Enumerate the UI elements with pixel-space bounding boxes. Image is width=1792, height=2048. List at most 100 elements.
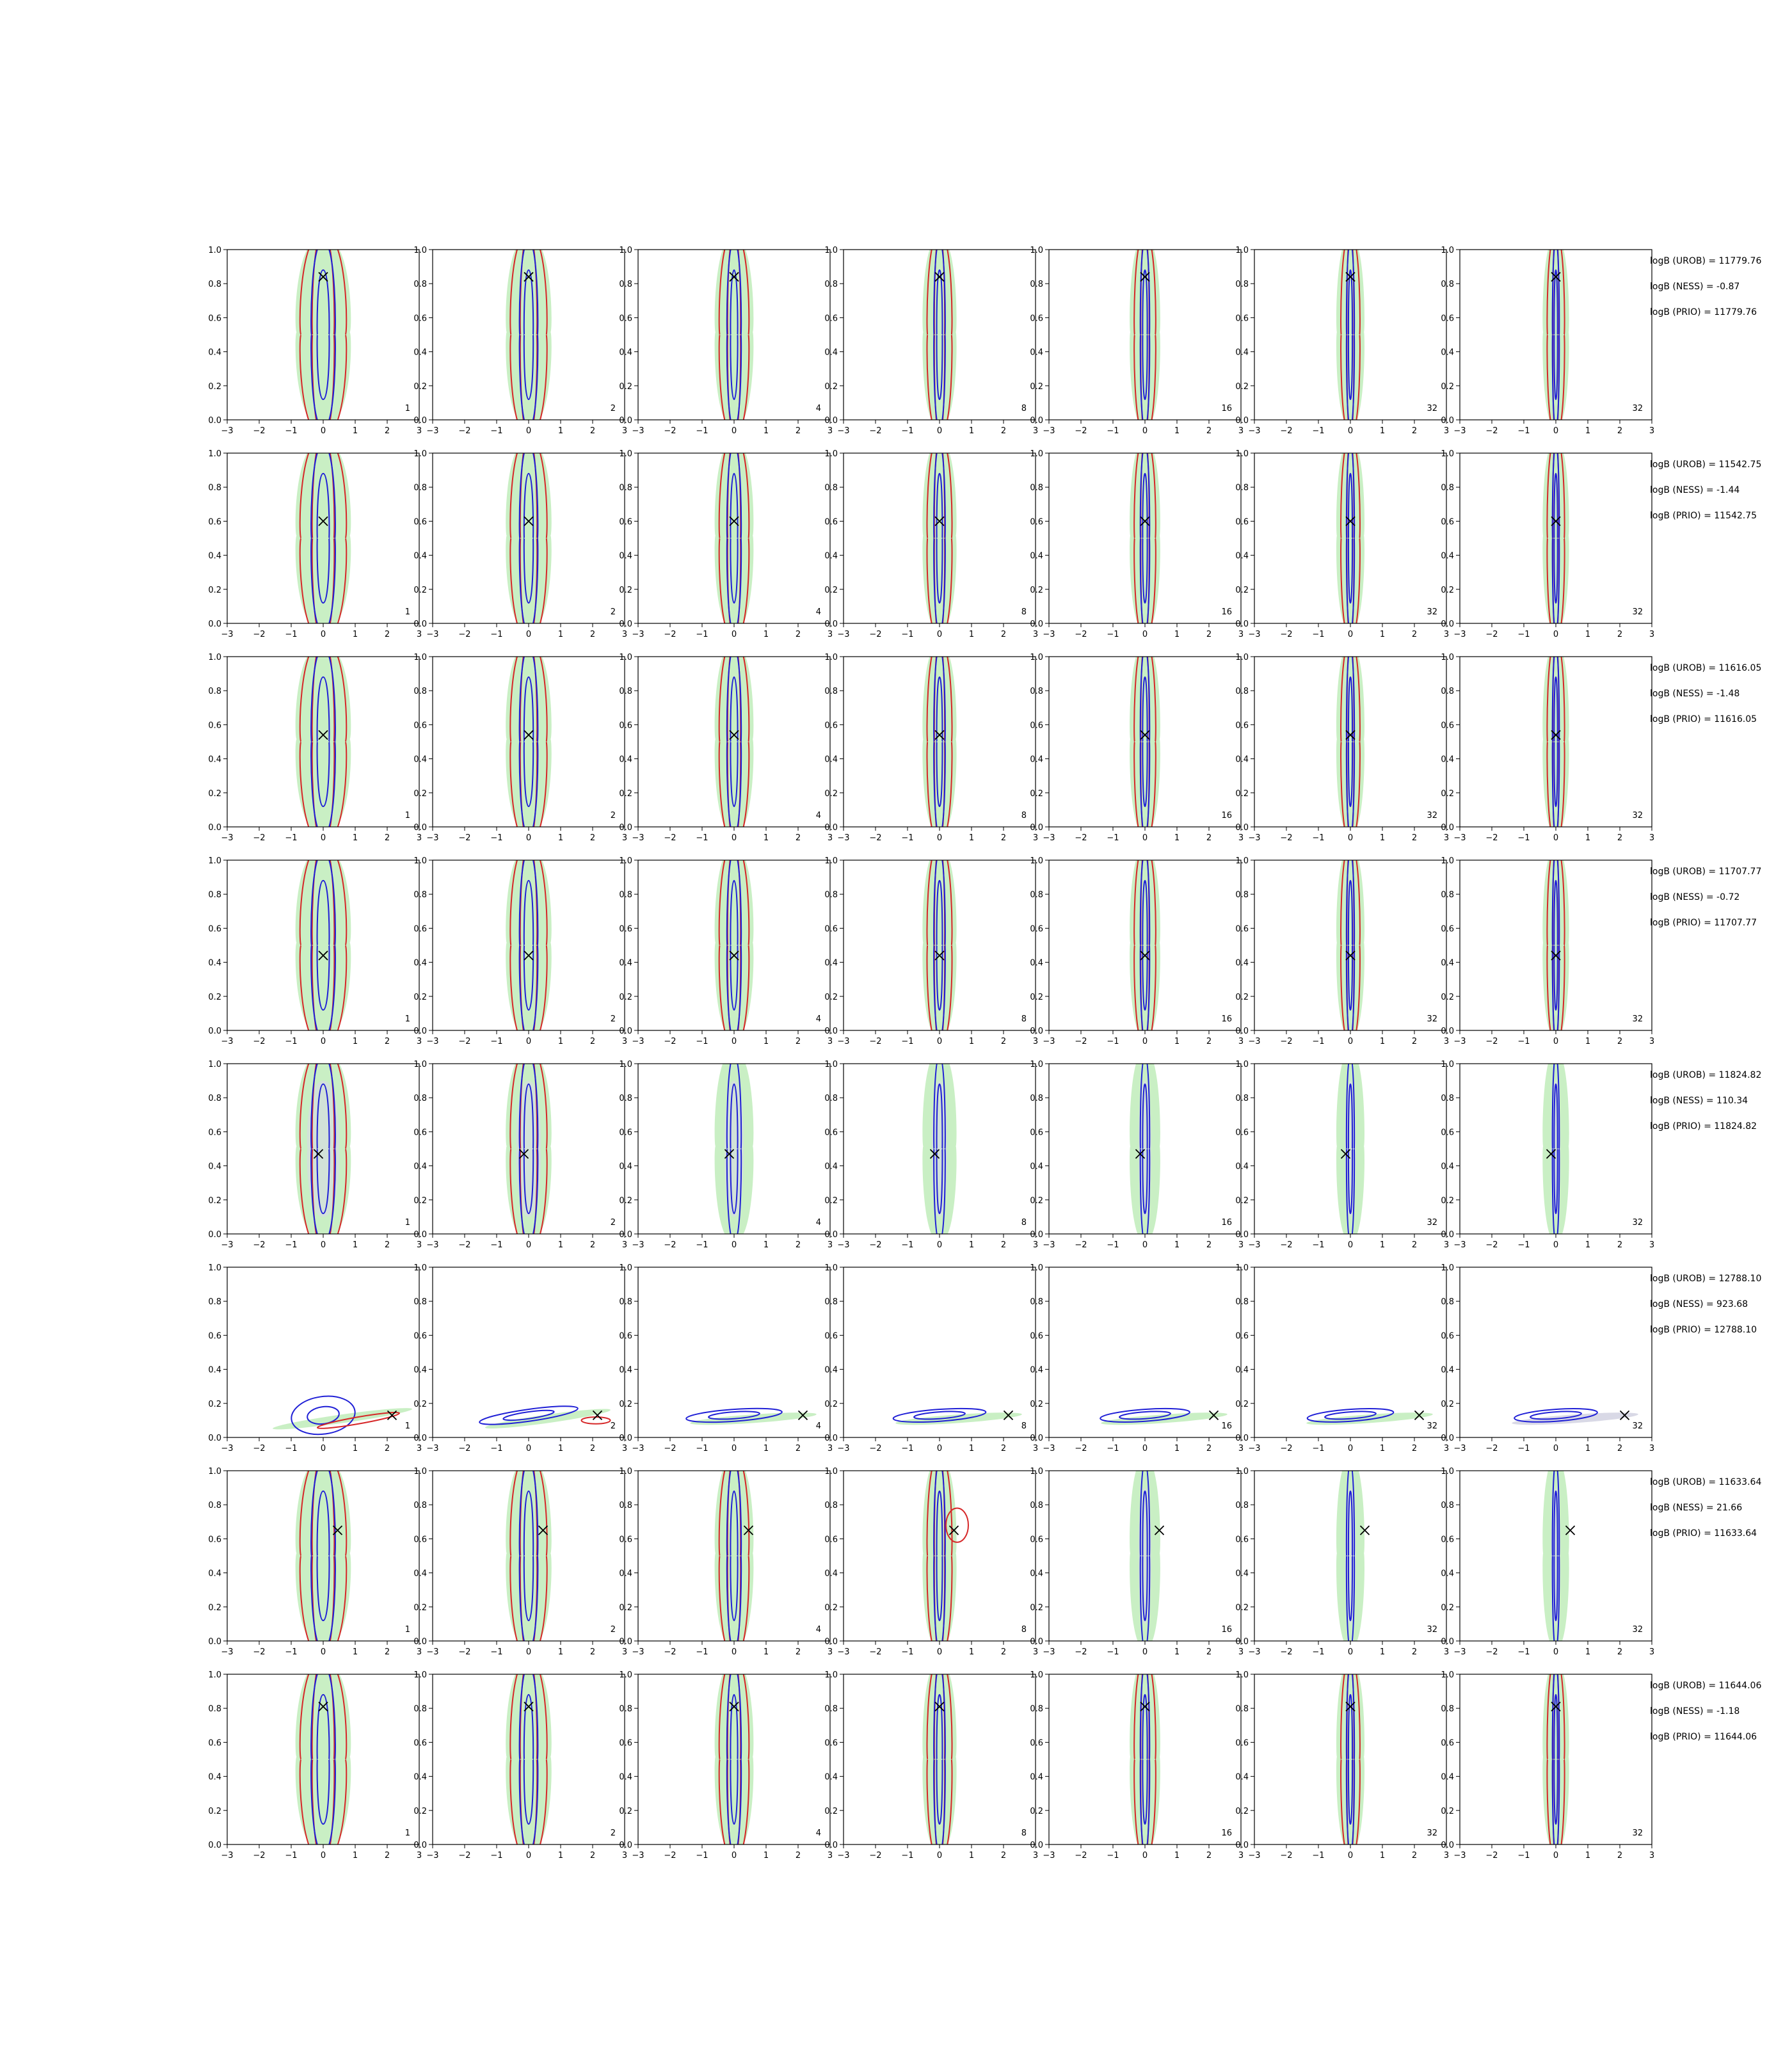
y-tick-label: 0.0	[1441, 823, 1454, 833]
density-fill	[922, 1471, 957, 1641]
x-tick-label: 3	[1444, 1240, 1449, 1250]
y-tick-label: 0.4	[413, 755, 427, 765]
x-tick-label: 3	[622, 630, 627, 639]
y-tick-label: 0.4	[1030, 552, 1043, 561]
y-tick-label: 0.8	[619, 483, 632, 493]
panel-r1-c6: −3 −2 −1 0 1 2 30.00.20.40.60.81.032	[1235, 246, 1449, 436]
y-tick-label: 0.2	[619, 789, 632, 799]
panel-sample-label: 2	[611, 1014, 616, 1024]
y-tick-label: 0.4	[1235, 1366, 1249, 1375]
y-tick-label: 0.2	[619, 1603, 632, 1613]
x-tick-label: −3	[426, 1851, 438, 1860]
y-tick-label: 1.0	[619, 653, 632, 662]
x-tick-label: 3	[1444, 1444, 1449, 1453]
x-tick-label: 0	[1553, 1647, 1558, 1657]
x-tick-label: 0	[526, 1037, 531, 1046]
x-tick-label: 3	[1649, 1240, 1654, 1250]
y-tick-label: 0.2	[413, 1400, 427, 1409]
x-tick-label: −3	[1043, 1647, 1055, 1657]
panel-r5-c7: −3 −2 −1 0 1 2 30.00.20.40.60.81.032	[1441, 1060, 1654, 1250]
x-tick-label: −3	[1453, 1037, 1466, 1046]
panel-sample-label: 16	[1221, 607, 1232, 617]
blue-contour-inner	[708, 1411, 760, 1420]
y-tick-label: 0.0	[619, 823, 632, 833]
red-contour-outer	[718, 250, 750, 420]
panel-sample-label: 16	[1221, 404, 1232, 413]
x-tick-label: 0	[1348, 1037, 1353, 1046]
y-tick-label: 1.0	[1441, 653, 1454, 662]
blue-contour-inner	[936, 1693, 943, 1825]
panel-r8-c2: −3 −2 −1 0 1 2 30.00.20.40.60.81.02	[413, 1670, 627, 1860]
x-tick-label: 2	[796, 426, 801, 436]
x-tick-label: −3	[221, 1851, 233, 1860]
y-tick-label: 0.0	[208, 1027, 221, 1036]
x-tick-label: 2	[1617, 426, 1622, 436]
y-tick-label: 0.6	[824, 721, 838, 730]
x-tick-label: 2	[1001, 833, 1006, 843]
x-tick-label: −1	[901, 1037, 913, 1046]
x-tick-label: 1	[969, 426, 974, 436]
y-tick-label: 0.2	[824, 586, 838, 595]
x-tick-label: −2	[458, 630, 470, 639]
y-tick-label: 0.4	[824, 755, 838, 765]
blue-contour-inner	[502, 1409, 555, 1421]
blue-contour-outer	[518, 1064, 539, 1234]
x-tick-label: −3	[632, 1240, 644, 1250]
x-tick-label: −2	[253, 1240, 265, 1250]
density-fill	[506, 1471, 552, 1641]
x-tick-label: −3	[1043, 1240, 1055, 1250]
panel-r8-c3: −3 −2 −1 0 1 2 30.00.20.40.60.81.04	[619, 1670, 833, 1860]
y-tick-label: 0.0	[413, 1027, 427, 1036]
x-tick-label: −1	[901, 1647, 913, 1657]
x-tick-label: 1	[1380, 630, 1385, 639]
true-value-marker	[797, 1410, 808, 1421]
y-tick-label: 0.6	[413, 1331, 427, 1341]
panel-r7-c1: −3 −2 −1 0 1 2 3 0.0 0.2 0.4 0.6 0.8 1.0 1	[208, 1467, 422, 1657]
y-tick-label: 1.0	[413, 1263, 427, 1273]
x-tick-label: −2	[664, 1240, 676, 1250]
blue-contour-inner	[523, 1693, 534, 1825]
y-tick-label: 0.0	[1441, 1637, 1454, 1647]
x-tick-label: 1	[1585, 833, 1590, 843]
y-tick-label: 1.0	[413, 1060, 427, 1069]
y-tick-label: 0.4	[1235, 1162, 1249, 1172]
x-tick-label: −1	[490, 833, 502, 843]
blue-contour-inner	[316, 879, 330, 1011]
y-tick-label: 0.4	[1441, 1366, 1454, 1375]
panel-r3-c1: −3 −2 −1 0 1 2 3 0.0 0.2 0.4 0.6 0.8 1.0 1	[208, 653, 422, 843]
blue-contour-inner	[1553, 676, 1558, 808]
blue-contour-outer	[726, 1471, 742, 1641]
x-tick-label: 1	[969, 630, 974, 639]
x-tick-label: 2	[590, 1240, 595, 1250]
panel-r6-c5: −3 −2 −1 0 1 2 30.00.20.40.60.81.016	[1030, 1263, 1244, 1453]
panel-r6-c4: −3 −2 −1 0 1 2 30.00.20.40.60.81.08	[824, 1263, 1038, 1453]
x-tick-label: −3	[1043, 426, 1055, 436]
blue-contour-outer	[1139, 860, 1151, 1030]
panel-sample-label: 8	[1021, 1218, 1027, 1228]
x-tick-label: 1	[1585, 1444, 1590, 1453]
panel-r5-c6: −3 −2 −1 0 1 2 30.00.20.40.60.81.032	[1235, 1060, 1449, 1250]
logb-annotation: logB (NESS) = -1.18	[1650, 1706, 1740, 1716]
y-tick-label: 0.8	[1030, 687, 1043, 696]
y-tick-label: 0.8	[824, 1297, 838, 1307]
blue-contour-outer	[892, 1407, 987, 1423]
density-fill	[690, 1412, 817, 1425]
x-tick-label: 2	[1206, 1647, 1212, 1657]
y-tick-label: 0.6	[413, 721, 427, 730]
x-tick-label: −3	[837, 426, 849, 436]
y-tick-label: 0.6	[413, 1738, 427, 1748]
y-tick-label: 0.0	[1030, 823, 1043, 833]
blue-contour-outer	[518, 453, 539, 623]
y-tick-label: 0.2	[619, 382, 632, 392]
panel-r1-c5: −3 −2 −1 0 1 2 30.00.20.40.60.81.016	[1030, 246, 1244, 436]
x-tick-label: 2	[1412, 630, 1417, 639]
x-tick-label: 2	[1617, 1444, 1622, 1453]
x-tick-label: −1	[490, 1444, 502, 1453]
x-tick-label: 0	[732, 630, 737, 639]
logb-annotation: logB (PRIO) = 11779.76	[1650, 307, 1757, 317]
x-tick-label: −2	[1485, 833, 1498, 843]
grey-fill	[516, 1080, 541, 1217]
y-tick-label: 0.4	[619, 1162, 632, 1172]
true-value-marker	[524, 730, 534, 740]
